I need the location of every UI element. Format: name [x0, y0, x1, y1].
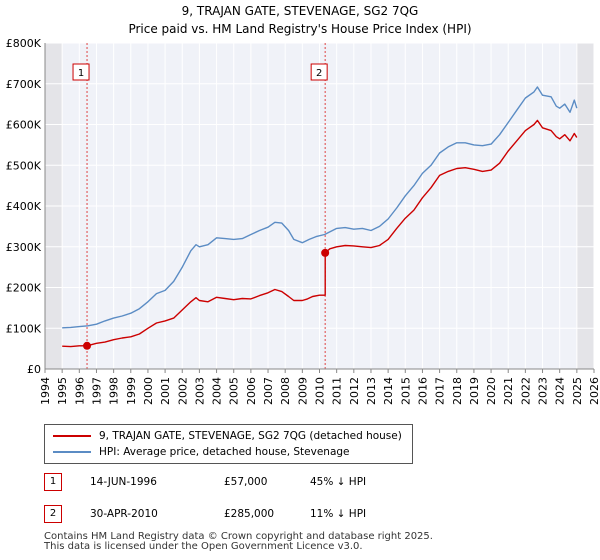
sale-marker-label: 2 [316, 68, 322, 79]
x-tick-label: 1998 [108, 377, 121, 405]
sale-point [83, 341, 92, 350]
x-tick-label: 2015 [399, 377, 412, 405]
sale-marker-label: 1 [78, 68, 84, 79]
legend-swatch-property [53, 435, 91, 437]
series-line-hpi [62, 86, 578, 329]
y-tick-label: £600K [6, 119, 42, 132]
x-tick-label: 2013 [365, 377, 378, 405]
sale-marker: 2 [310, 63, 328, 81]
sale-marker-box [72, 63, 90, 81]
legend-swatch-hpi [53, 451, 91, 453]
y-tick-label: £300K [6, 241, 42, 254]
x-tick-label: 2008 [279, 377, 292, 405]
x-tick-label: 2004 [211, 377, 224, 405]
x-tick-label: 2018 [451, 377, 464, 405]
y-tick-label: £400K [6, 200, 42, 213]
x-tick-label: 2005 [228, 377, 241, 405]
x-tick-label: 1995 [56, 377, 69, 405]
x-tick-label: 2024 [554, 377, 567, 405]
x-tick-label: 2020 [485, 377, 498, 405]
sale-marker: 1 [72, 63, 90, 81]
y-tick-label: £500K [6, 159, 42, 172]
x-tick-label: 2021 [502, 377, 515, 405]
y-tick-label: £800K [6, 37, 42, 50]
transaction-date: 30-APR-2010 [90, 508, 158, 520]
y-tick-label: £0 [27, 363, 41, 376]
x-tick-label: 2002 [176, 377, 189, 405]
x-tick-label: 1996 [73, 377, 86, 405]
series-line-property [62, 119, 578, 348]
price-chart: 1 2 £0 £100K £200K £300K £400K £500K £600K £700K… [6, 37, 600, 405]
x-tick-label: 2017 [434, 377, 447, 405]
footer-licence: This data is licensed under the Open Gov… [44, 541, 363, 552]
transaction-row: 1 14-JUN-1996 £57,000 45% ↓ HPI [44, 472, 564, 492]
transaction-marker: 2 [44, 505, 62, 523]
x-tick-label: 2026 [588, 377, 600, 405]
x-tick-label: 2012 [348, 377, 361, 405]
x-tick-label: 2016 [416, 377, 429, 405]
x-tick-label: 1999 [125, 377, 138, 405]
transaction-hpi-diff: 11% ↓ HPI [310, 508, 367, 520]
transaction-hpi-diff: 45% ↓ HPI [310, 476, 367, 488]
sale-marker-box [310, 63, 328, 81]
x-tick-label: 2006 [245, 377, 258, 405]
x-tick-label: 2001 [159, 377, 172, 405]
transaction-date: 14-JUN-1996 [90, 476, 157, 488]
x-tick-label: 2009 [296, 377, 309, 405]
transaction-marker: 1 [44, 473, 62, 491]
x-tick-label: 2025 [571, 377, 584, 405]
footer: Contains HM Land Registry data © Crown c… [44, 532, 433, 552]
x-tick-label: 1997 [90, 377, 103, 405]
sale-point [321, 248, 330, 257]
chart-title: 9, TRAJAN GATE, STEVENAGE, SG2 7QG [181, 4, 419, 18]
chart-subtitle: Price paid vs. HM Land Registry's House … [128, 22, 472, 36]
x-tick-label: 2023 [537, 377, 550, 405]
legend-label-hpi: HPI: Average price, detached house, Stev… [99, 446, 350, 458]
legend-label-property: 9, TRAJAN GATE, STEVENAGE, SG2 7QG (deta… [99, 430, 402, 442]
transaction-row: 2 30-APR-2010 £285,000 11% ↓ HPI [44, 504, 564, 524]
x-tick-label: 2014 [382, 377, 395, 405]
transaction-price: £285,000 [224, 508, 275, 520]
legend: 9, TRAJAN GATE, STEVENAGE, SG2 7QG (deta… [44, 424, 413, 464]
x-tick-label: 2010 [314, 377, 327, 405]
x-tick-label: 1994 [39, 377, 52, 405]
transaction-price: £57,000 [224, 476, 268, 488]
x-tick-label: 2019 [468, 377, 481, 405]
x-tick-label: 2003 [193, 377, 206, 405]
x-tick-label: 2011 [331, 377, 344, 405]
y-tick-label: £100K [6, 322, 42, 335]
y-tick-label: £200K [6, 282, 42, 295]
x-tick-label: 2007 [262, 377, 275, 405]
y-tick-label: £700K [6, 78, 42, 91]
x-tick-label: 2022 [519, 377, 532, 405]
x-tick-label: 2000 [142, 377, 155, 405]
footer-copyright: Contains HM Land Registry data © Crown c… [44, 531, 433, 542]
